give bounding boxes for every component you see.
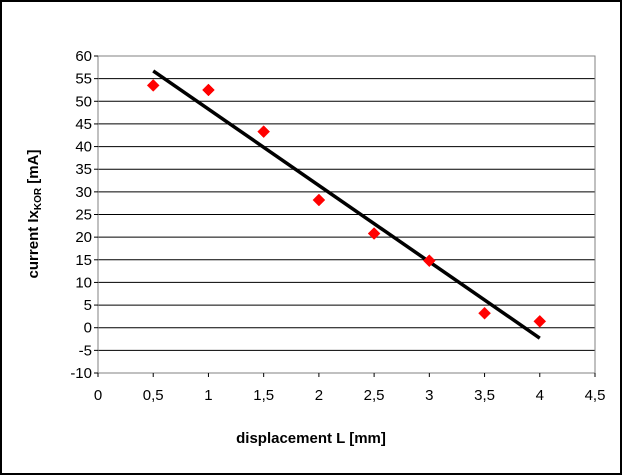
data-point [146, 79, 160, 92]
y-tick-label: 55 [75, 71, 92, 88]
data-point [422, 254, 436, 268]
trendline [152, 69, 541, 340]
x-tick-label: 2 [315, 387, 323, 404]
x-tick-label: 3,5 [474, 387, 495, 404]
x-tick-label: 4 [536, 387, 544, 404]
x-axis: 0 0,5 1 1,5 2 2,5 3 3,5 4 4,5 [94, 373, 606, 404]
data-point [533, 315, 547, 328]
y-tick-label: -10 [70, 365, 92, 382]
data-point [367, 227, 381, 240]
data-point [257, 125, 271, 138]
trendline-segment [152, 69, 541, 340]
y-tick-label: 0 [84, 320, 92, 337]
x-tick-label: 3 [425, 387, 433, 404]
y-tick-label: 5 [84, 297, 92, 314]
y-tick-label: 35 [75, 161, 92, 178]
x-tick-label: 2,5 [364, 387, 385, 404]
y-axis-title: current IxKOR [mA] [25, 150, 44, 279]
y-tick-label: -5 [79, 342, 92, 359]
y-tick-label: 25 [75, 207, 92, 224]
y-tick-label: 60 [75, 48, 92, 65]
data-point [478, 306, 491, 320]
x-axis-title: displacement L [mm] [236, 430, 386, 447]
x-tick-label: 1,5 [253, 387, 274, 404]
y-axis-title-sub: KOR [33, 187, 44, 210]
y-tick-label: 20 [75, 229, 92, 246]
y-axis-title-unit: [mA] [25, 150, 42, 188]
x-tick-label: 1 [204, 387, 212, 404]
data-point [202, 83, 215, 97]
data-point [312, 193, 326, 207]
y-axis: -10 -5 0 5 10 15 20 25 30 35 40 45 50 55 60 [70, 48, 98, 382]
y-tick-label: 15 [75, 252, 92, 269]
y-tick-label: 50 [75, 93, 92, 110]
y-tick-label: 10 [75, 274, 92, 291]
y-tick-label: 40 [75, 139, 92, 156]
x-tick-label: 0,5 [143, 387, 164, 404]
y-axis-title-main: current Ix [25, 209, 42, 278]
x-tick-label: 4,5 [585, 387, 606, 404]
data-points [146, 79, 547, 328]
y-tick-label: 45 [75, 116, 92, 133]
x-tick-label: 0 [94, 387, 102, 404]
y-tick-label: 30 [75, 184, 92, 201]
